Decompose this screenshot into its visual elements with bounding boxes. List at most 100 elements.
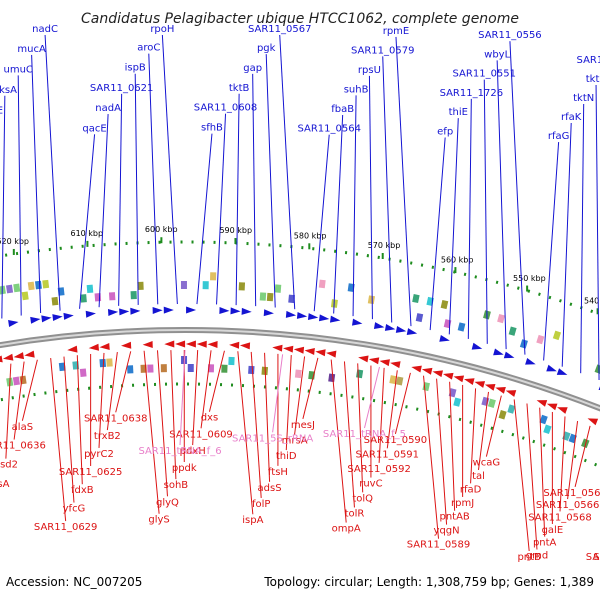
reverse-gene-arrow [368,357,380,365]
forward-gene-arrow [285,310,297,318]
feature-block [238,282,246,291]
reverse-gene-label: fdxB [71,485,94,496]
reverse-gene-label: SAR11_0589 [407,540,471,551]
forward-gene-arrow [230,307,241,315]
reverse-gene-label: pyrC2 [84,449,114,460]
feature-block [367,295,375,305]
kbp-label: 590 kbp [219,226,252,235]
reverse-gene-label-leader [63,356,75,503]
reverse-gene-label: SAR11_0568 [528,512,592,523]
reverse-gene-label-leader [423,375,440,539]
reverse-gene-label-leader [200,350,212,429]
forward-gene-label: SAR11_0564 [297,124,361,135]
feature-block [12,376,20,386]
feature-block [288,294,295,304]
reverse-gene-arrow [453,375,465,383]
reverse-gene-label: rpmJ [451,498,474,509]
backbone-highlight [0,329,600,410]
reverse-gene-arrow [229,341,240,349]
feature-block [127,365,134,374]
feature-block [539,414,548,425]
feature-block [19,375,27,385]
forward-gene-label: pgk [257,43,276,54]
forward-gene-label: tktN [573,93,594,104]
feature-block [13,283,21,293]
forward-gene-label-leader [17,75,22,316]
forward-gene-label-leader [429,137,446,331]
forward-gene-arrow [52,314,63,322]
reverse-gene-label: psd2 [0,460,18,471]
reverse-gene-label: ftsH [268,467,288,478]
reverse-gene-label: mrsA [282,435,308,446]
forward-gene-arrow [241,307,252,315]
reverse-gene-arrow [293,346,305,354]
reverse-gene-arrow [379,359,390,367]
feature-block [395,376,404,386]
reverse-gene-label-leader [21,359,38,421]
reverse-gene-label: SAR11_0629 [34,522,98,533]
reverse-gene-label-leader [526,403,538,550]
feature-block [440,299,449,310]
forward-gene-label: mucA [17,44,46,55]
forward-gene-label-leader [134,73,139,305]
reverse-gene-arrow [283,345,294,353]
feature-block [42,279,50,289]
reverse-gene-arrow [0,355,3,363]
rna-gene-label-leader [272,354,284,433]
reverse-gene-label: wcaG [473,458,501,469]
forward-gene-label: prpE [0,105,3,116]
reverse-gene-arrow [304,347,315,355]
forward-gene-label-leader [368,75,373,320]
feature-block [130,290,137,300]
feature-block [412,294,420,304]
forward-gene-label-leader [543,142,560,361]
reverse-gene-label: SAR11_0609 [169,429,233,440]
reverse-gene-arrow [99,343,110,351]
forward-gene-arrow [8,320,19,327]
feature-block [58,362,66,372]
reverse-gene-arrow [142,340,153,348]
reverse-gene-arrow [557,407,568,414]
kbp-label: 560 kbp [441,255,474,264]
forward-gene-label: sfhB [201,123,223,134]
feature-block [160,364,167,373]
reverse-gene-label-leader [330,359,347,523]
reverse-gene-arrow [442,372,454,380]
forward-gene-label: fbaB [331,104,354,115]
feature-block [80,294,87,303]
reverse-gene-arrow [67,345,78,353]
reverse-gene-label: alaS [12,422,33,433]
forward-gene-arrow [329,315,341,323]
forward-gene-label: SAR11_0579 [351,45,415,56]
forward-gene-arrow [351,318,363,326]
accession-text: Accession: NC_007205 [6,575,142,589]
reverse-gene-label: SAR11_0638 [84,413,148,424]
forward-gene-label-leader [448,118,459,335]
reverse-gene-label: pdxH [180,446,206,457]
feature-block [228,356,235,366]
reverse-gene-arrow [432,370,443,378]
reverse-gene-arrow [421,367,433,375]
reverse-gene-label-leader [106,351,118,431]
forward-gene-label: qacE [82,123,106,134]
reverse-gene-label: SAR11_0561 [586,552,600,563]
feature-block [318,279,326,289]
reverse-gene-label-leader [98,352,105,448]
feature-block [27,281,35,291]
kbp-label: 550 kbp [513,274,546,283]
forward-gene-label: SAR11_0608 [194,103,258,114]
forward-gene-arrow [296,311,308,319]
forward-gene-label-leader [98,114,109,308]
reverse-gene-label: adsS [258,483,282,494]
forward-gene-arrow [107,309,119,317]
forward-gene-label-leader [333,115,344,314]
reverse-gene-label: pntB [517,552,541,563]
reverse-gene-label-leader [559,416,566,512]
reverse-gene-label-leader [170,350,177,480]
forward-gene-label: tktC [586,74,600,85]
reverse-gene-label: SAR11_0592 [347,464,411,475]
reverse-gene-label-leader [357,363,364,493]
forward-gene-label-leader [79,134,96,309]
